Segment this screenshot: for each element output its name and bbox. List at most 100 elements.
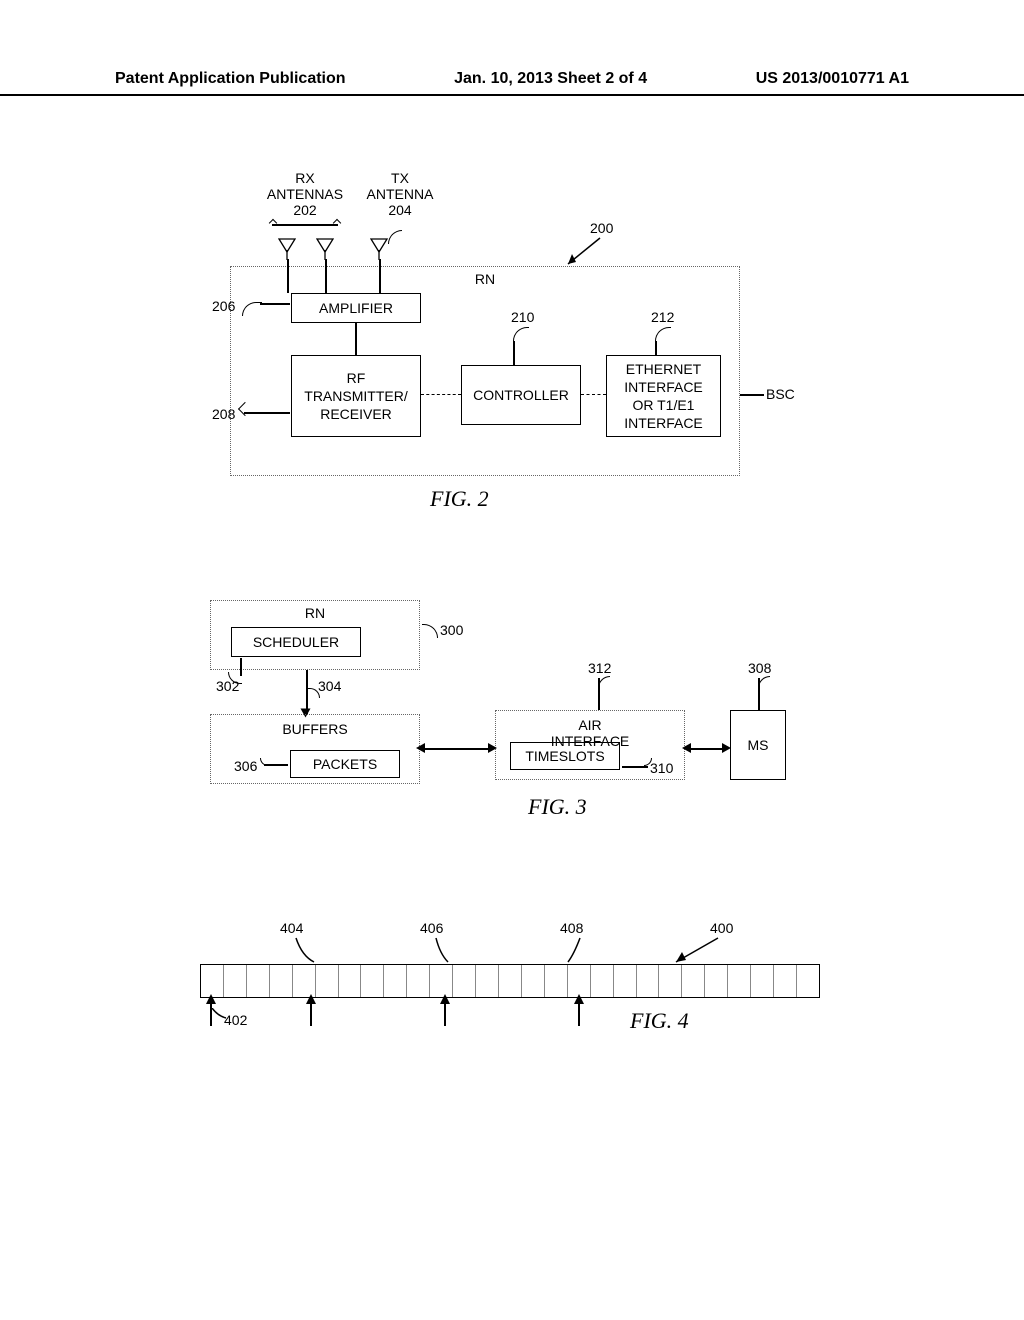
scheduler-text: SCHEDULER: [253, 634, 339, 650]
lead-208-h: [244, 412, 290, 414]
packets-text: PACKETS: [313, 756, 377, 772]
header-center: Jan. 10, 2013 Sheet 2 of 4: [454, 70, 647, 88]
timeslot: [430, 965, 453, 997]
ref406: 406: [420, 920, 443, 936]
timeslot: [499, 965, 522, 997]
lead-210-v: [513, 341, 515, 365]
ethernet-text: ETHERNET INTERFACE OR T1/E1 INTERFACE: [624, 360, 703, 433]
bidir-1-r-icon: [488, 743, 497, 753]
dash-rf-ctrl: [421, 394, 461, 395]
lead-400-arrow-icon: [668, 934, 728, 968]
bidir-2-l-icon: [682, 743, 691, 753]
timeslot: [637, 965, 660, 997]
ref304: 304: [318, 678, 341, 694]
rf-box: RF TRANSMITTER/ RECEIVER: [291, 355, 421, 437]
timeslot: [591, 965, 614, 997]
ms-box: MS: [730, 710, 786, 780]
timeslot: [384, 965, 407, 997]
arrow-stem: [444, 1002, 446, 1026]
arrow-stem: [578, 1002, 580, 1026]
timeslot: [293, 965, 316, 997]
rn-box: RN AMPLIFIER RF TRANSMITTER/ RECEIVER CO…: [230, 266, 740, 476]
lead-308-c: [758, 676, 770, 688]
fig3-caption: FIG. 3: [528, 794, 587, 820]
timeslot: [522, 965, 545, 997]
timeslot: [316, 965, 339, 997]
ref308: 308: [748, 660, 771, 676]
bidir-2-r-icon: [722, 743, 731, 753]
rx-bracket: [272, 224, 338, 226]
timeslot: [614, 965, 637, 997]
bidir-1: [422, 748, 492, 750]
tx-antenna-label: TX ANTENNA 204: [360, 170, 440, 218]
amplifier-box: AMPLIFIER: [291, 293, 421, 323]
timeslot: [476, 965, 499, 997]
lead-402-icon: [210, 1008, 232, 1024]
arrow-up-icon: [206, 994, 216, 1004]
ref404: 404: [280, 920, 303, 936]
timeslot: [705, 965, 728, 997]
timeslot: [659, 965, 682, 997]
bsc-label: BSC: [766, 386, 795, 402]
bracket-r-icon: [333, 219, 341, 227]
amplifier-text: AMPLIFIER: [319, 300, 393, 316]
timeslot: [751, 965, 774, 997]
timeslot: [453, 965, 476, 997]
scheduler-box: SCHEDULER: [231, 627, 361, 657]
fig3-rn-label: RN: [305, 605, 325, 621]
fig4: 404 406 408 400 402 FIG. 4: [200, 920, 840, 1080]
lead-204: [388, 230, 402, 244]
packets-box: PACKETS: [290, 750, 400, 778]
header-right: US 2013/0010771 A1: [756, 70, 909, 88]
lead-210: [513, 327, 529, 343]
lead-310-h: [622, 766, 648, 768]
buffers-text: BUFFERS: [282, 721, 347, 737]
lead-206-h: [260, 303, 290, 305]
fig4-caption: FIG. 4: [630, 1008, 689, 1034]
fig3: RN SCHEDULER 300 302 304 312 308 BUFFERS…: [210, 600, 820, 820]
ant-line-3: [379, 259, 381, 293]
rn-label: RN: [475, 271, 495, 287]
ant-line-1: [287, 259, 289, 293]
ms-text: MS: [748, 737, 769, 753]
ref312: 312: [588, 660, 611, 676]
ref208: 208: [212, 406, 235, 422]
timeslots-box: TIMESLOTS: [510, 742, 620, 770]
ref212: 212: [651, 309, 674, 325]
fig3-rn-box: RN SCHEDULER: [210, 600, 420, 670]
ant-line-2: [325, 259, 327, 293]
timeslot: [682, 965, 705, 997]
lead-212-v: [655, 341, 657, 355]
bidir-2: [688, 748, 726, 750]
lead-200-arrow-icon: [560, 234, 610, 274]
timeslots-text: TIMESLOTS: [525, 748, 604, 764]
lead-312-c: [598, 676, 610, 688]
timeslot: [270, 965, 293, 997]
lead-404-icon: [294, 936, 324, 964]
controller-text: CONTROLLER: [473, 387, 569, 403]
timeslot: [247, 965, 270, 997]
timeslot: [568, 965, 591, 997]
timeslot: [728, 965, 751, 997]
rx-antennas-label: RX ANTENNAS 202: [260, 170, 350, 218]
timeslot-strip: [200, 964, 820, 998]
rf-text: RF TRANSMITTER/ RECEIVER: [304, 369, 407, 424]
timeslot: [407, 965, 430, 997]
ref210: 210: [511, 309, 534, 325]
ref206: 206: [212, 298, 235, 314]
dash-ctrl-eth: [581, 394, 606, 395]
ref310: 310: [650, 760, 673, 776]
ethernet-box: ETHERNET INTERFACE OR T1/E1 INTERFACE: [606, 355, 721, 437]
lead-300: [422, 624, 438, 638]
controller-box: CONTROLLER: [461, 365, 581, 425]
timeslot: [224, 965, 247, 997]
header-left: Patent Application Publication: [115, 70, 346, 88]
timeslot: [545, 965, 568, 997]
timeslot: [361, 965, 384, 997]
timeslot: [339, 965, 362, 997]
ref306: 306: [234, 758, 257, 774]
timeslot: [201, 965, 224, 997]
fig2-caption: FIG. 2: [430, 486, 489, 512]
arrow-up-icon: [574, 994, 584, 1004]
ref408: 408: [560, 920, 583, 936]
